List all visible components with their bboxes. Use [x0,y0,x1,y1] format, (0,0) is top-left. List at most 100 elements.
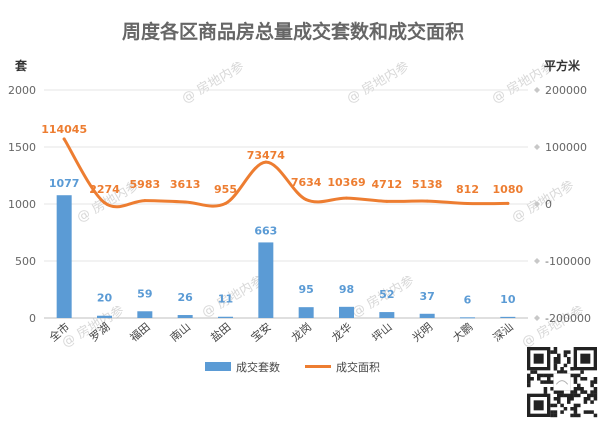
qr-module [577,373,581,378]
qr-module [573,387,578,391]
qr-module [573,373,578,378]
qr-module [573,403,578,408]
qr-module [530,377,534,381]
qr-module [567,357,571,361]
qr-module [553,413,558,418]
line-point [425,199,429,203]
qr-module [563,370,568,374]
qr-module [573,377,578,381]
bar [258,242,274,318]
bar-value-label: 98 [339,283,354,296]
qr-module [550,410,554,414]
qr-module [557,397,561,401]
category-label: 深汕 [491,320,516,344]
qr-module [573,413,578,418]
line-value-label: 7634 [291,176,322,189]
qr-module [550,403,554,408]
bar-value-label: 663 [254,224,277,237]
bar [218,316,233,318]
qr-module [550,380,554,384]
left-axis-unit: 套 [14,58,28,73]
qr-module [553,397,558,401]
qr-module [590,390,594,394]
qr-module [567,350,571,354]
qr-module [560,410,564,414]
category-label: 龙岗 [289,320,314,344]
qr-module [557,390,561,394]
qr-module [593,387,598,391]
qr-module [543,387,548,391]
left-tick-label: 1000 [8,198,36,211]
qr-module [593,413,598,418]
bar-value-label: 26 [178,291,194,304]
line-point [345,196,348,200]
qr-module [543,373,548,378]
qr-module [543,380,548,384]
line-point [506,201,510,205]
qr-module [557,400,561,404]
qr-module [580,387,584,391]
qr-module [573,393,578,398]
qr-module [553,357,558,361]
qr-module [553,410,558,414]
qr-module [553,367,558,371]
left-tick-label: 2000 [8,84,36,97]
qr-module [553,403,558,408]
bar [419,313,435,318]
qr-module [580,377,584,381]
qr-module [590,410,594,414]
qr-module [590,393,594,398]
qr-module [550,413,554,418]
qr-module [550,387,554,391]
qr-module [583,390,588,394]
legend-bar-swatch [205,362,231,371]
qr-module [587,397,591,401]
bar-value-label: 37 [420,290,435,303]
qr-module [593,397,598,401]
qr-finder-core [533,353,544,364]
qr-module [580,390,584,394]
qr-module [593,390,598,394]
qr-module [570,393,574,398]
qr-module [527,380,531,384]
category-label: 福田 [127,320,153,345]
line-path [62,137,510,209]
category-label: 盐田 [208,320,233,344]
gridlines [44,89,528,319]
qr-code-image [527,347,598,418]
qr-module [560,367,564,371]
line-point [466,202,469,206]
qr-module [570,407,574,411]
qr-module [540,373,544,378]
qr-module [560,403,564,408]
watermark-text: @ 房地内参 [179,58,247,106]
qr-module [570,367,574,371]
right-tick-label: -100000 [545,255,591,268]
qr-module [577,383,581,388]
bar-value-label: 1077 [49,177,80,190]
qr-module [563,353,568,358]
right-axis-ticks: 200000 100000 0 -100000 -200000 [534,84,591,325]
qr-module [583,397,588,401]
line-value-label: 73474 [247,149,286,162]
bar [137,311,153,318]
qr-module [573,380,578,384]
right-axis-unit: 平方米 [544,58,581,73]
qr-module [577,393,581,398]
category-label: 光明 [409,320,435,345]
line-point [264,160,268,164]
bar-value-label: 52 [379,288,394,301]
qr-module [590,400,594,404]
line-point [304,198,308,202]
qr-module [557,360,561,364]
qr-module [553,347,558,351]
qr-logo-mark [555,380,569,385]
qr-module [557,370,561,374]
qr-module [590,380,594,384]
right-tick-label: 0 [545,198,552,211]
qr-module [553,390,558,394]
legend: 成交套数 成交面积 [205,360,380,374]
right-tick-marker [534,201,540,207]
right-tick-label: 200000 [545,84,587,97]
